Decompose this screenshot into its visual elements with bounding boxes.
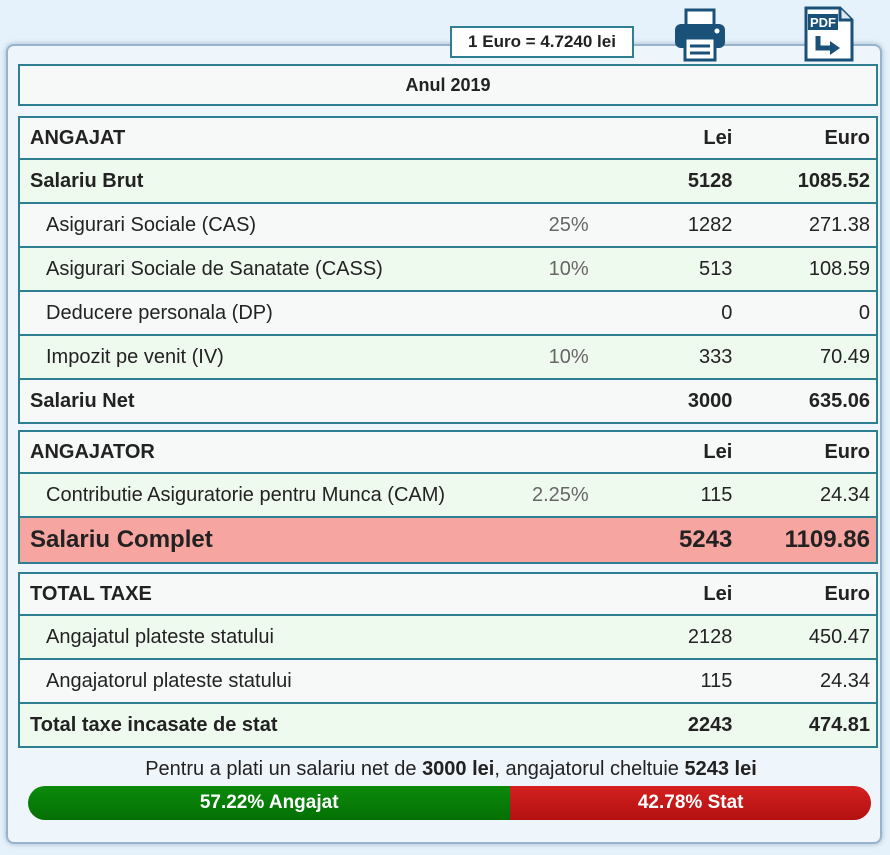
- row-euro: 24.34: [819, 483, 871, 506]
- lei-header: Lei: [703, 582, 733, 605]
- table-row: Asigurari Sociale (CAS) 25% 1282 271.38: [20, 202, 876, 246]
- table-row: Angajatul plateste statului 2128 450.47: [20, 614, 876, 658]
- row-label: Impozit pe venit (IV): [46, 345, 224, 368]
- row-label: Angajatul plateste statului: [46, 625, 274, 648]
- total-salary-row: Salariu Complet 5243 1109.86: [20, 516, 876, 562]
- lei-header: Lei: [703, 440, 733, 463]
- pdf-icon[interactable]: PDF: [800, 6, 856, 62]
- table-row: Total taxe incasate de stat 2243 474.81: [20, 702, 876, 746]
- row-lei: 5128: [687, 169, 733, 192]
- row-euro: 0: [858, 301, 871, 324]
- employee-section: ANGAJAT Lei Euro Salariu Brut 5128 1085.…: [18, 116, 878, 424]
- total-salary-lei: 5243: [678, 526, 733, 553]
- row-euro: 271.38: [808, 213, 871, 236]
- row-lei: 0: [721, 301, 733, 324]
- row-euro: 24.34: [819, 669, 871, 692]
- row-euro: 474.81: [808, 713, 870, 736]
- row-euro: 1085.52: [797, 169, 870, 192]
- exchange-rate-label: 1 Euro = 4.7240 lei: [450, 26, 634, 58]
- row-lei: 2128: [687, 625, 733, 648]
- row-label: Salariu Brut: [30, 169, 144, 192]
- table-row: Angajatorul plateste statului 115 24.34: [20, 658, 876, 702]
- summary-text: Pentru a plati un salariu net de 3000 le…: [28, 758, 874, 781]
- table-row: Salariu Brut 5128 1085.52: [20, 158, 876, 202]
- employee-header-label: ANGAJAT: [30, 126, 126, 149]
- stat-share-bar: 42.78% Stat: [510, 786, 871, 820]
- euro-header: Euro: [824, 582, 870, 605]
- salary-panel: Anul 2019 ANGAJAT Lei Euro Salariu Brut …: [6, 44, 882, 844]
- employee-header-row: ANGAJAT Lei Euro: [20, 118, 876, 158]
- lei-header: Lei: [703, 126, 733, 149]
- row-lei: 2243: [687, 713, 733, 736]
- row-label: Angajatorul plateste statului: [46, 669, 292, 692]
- row-label: Salariu Net: [30, 389, 135, 412]
- total-salary-label: Salariu Complet: [30, 526, 213, 553]
- total-salary-euro: 1109.86: [784, 526, 870, 553]
- year-box: Anul 2019: [18, 64, 878, 106]
- table-row: Salariu Net 3000 635.06: [20, 378, 876, 422]
- pdf-icon-label: PDF: [810, 15, 836, 30]
- taxes-section: TOTAL TAXE Lei Euro Angajatul plateste s…: [18, 572, 878, 748]
- row-pct: 25%: [548, 213, 589, 236]
- euro-header: Euro: [824, 440, 870, 463]
- printer-icon[interactable]: [672, 6, 728, 62]
- table-row: Deducere personala (DP) 0 0: [20, 290, 876, 334]
- row-euro: 70.49: [819, 345, 871, 368]
- row-euro: 635.06: [808, 389, 870, 412]
- row-lei: 115: [700, 669, 733, 692]
- row-label: Asigurari Sociale (CAS): [46, 213, 257, 236]
- row-label: Total taxe incasate de stat: [30, 713, 278, 736]
- table-row: Impozit pe venit (IV) 10% 333 70.49: [20, 334, 876, 378]
- angajat-share-bar: 57.22% Angajat: [28, 786, 511, 820]
- summary-total: 5243 lei: [684, 758, 757, 780]
- table-row: Contributie Asiguratorie pentru Munca (C…: [20, 472, 876, 516]
- row-label: Asigurari Sociale de Sanatate (CASS): [46, 257, 383, 280]
- taxes-header-label: TOTAL TAXE: [30, 582, 152, 605]
- row-lei: 3000: [687, 389, 733, 412]
- row-lei: 333: [698, 345, 733, 368]
- employer-section: ANGAJATOR Lei Euro Contributie Asigurato…: [18, 430, 878, 564]
- row-pct: 2.25%: [531, 483, 589, 506]
- row-label: Contributie Asiguratorie pentru Munca (C…: [46, 483, 446, 506]
- euro-header: Euro: [824, 126, 870, 149]
- row-label: Deducere personala (DP): [46, 301, 273, 324]
- split-bar: 57.22% Angajat 42.78% Stat: [28, 786, 871, 820]
- row-lei: 1282: [687, 213, 733, 236]
- row-lei: 115: [700, 483, 733, 506]
- row-pct: 10%: [548, 345, 589, 368]
- summary-part1: Pentru a plati un salariu net de: [145, 758, 423, 780]
- employer-header-row: ANGAJATOR Lei Euro: [20, 432, 876, 472]
- row-euro: 108.59: [808, 257, 871, 280]
- table-row: Asigurari Sociale de Sanatate (CASS) 10%…: [20, 246, 876, 290]
- summary-net: 3000 lei: [422, 758, 495, 780]
- employer-header-label: ANGAJATOR: [30, 440, 155, 463]
- summary-part2: , angajatorul cheltuie: [494, 758, 685, 780]
- row-euro: 450.47: [808, 625, 871, 648]
- year-title: Anul 2019: [405, 74, 491, 95]
- row-lei: 513: [698, 257, 733, 280]
- taxes-header-row: TOTAL TAXE Lei Euro: [20, 574, 876, 614]
- row-pct: 10%: [548, 257, 589, 280]
